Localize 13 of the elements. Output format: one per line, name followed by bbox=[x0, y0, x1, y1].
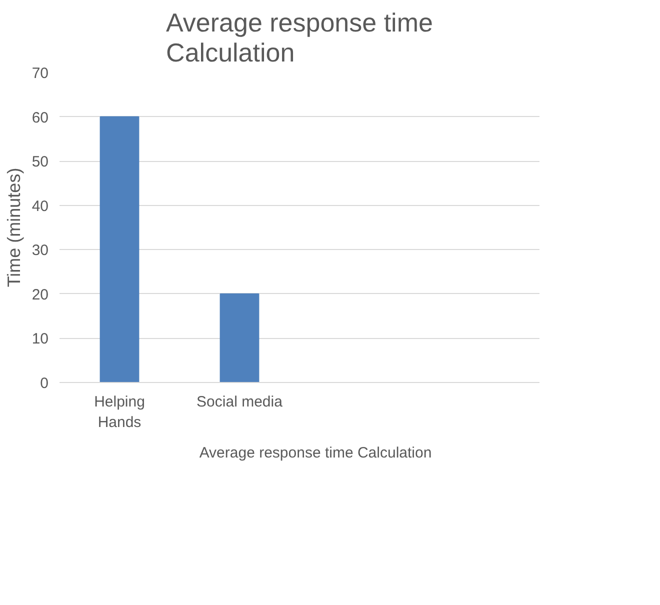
y-tick-label: 30 bbox=[32, 242, 49, 260]
y-tick-label: 70 bbox=[32, 65, 49, 82]
y-tick-label: 10 bbox=[32, 330, 49, 348]
y-tick-label: 0 bbox=[40, 375, 48, 392]
chart-title: Average response time Calculation bbox=[166, 8, 433, 68]
y-tick-label: 40 bbox=[32, 198, 49, 215]
x-tick-label: Social media bbox=[196, 394, 284, 410]
text: Average response time Calculation bbox=[199, 444, 432, 462]
y-tick-label: 50 bbox=[32, 154, 49, 171]
y-tick-label: 20 bbox=[32, 286, 49, 304]
x-tick-label: Helping Hands bbox=[94, 394, 145, 431]
y-axis-title: Time (minutes) bbox=[4, 168, 24, 288]
y-tick-label: 60 bbox=[32, 109, 49, 126]
